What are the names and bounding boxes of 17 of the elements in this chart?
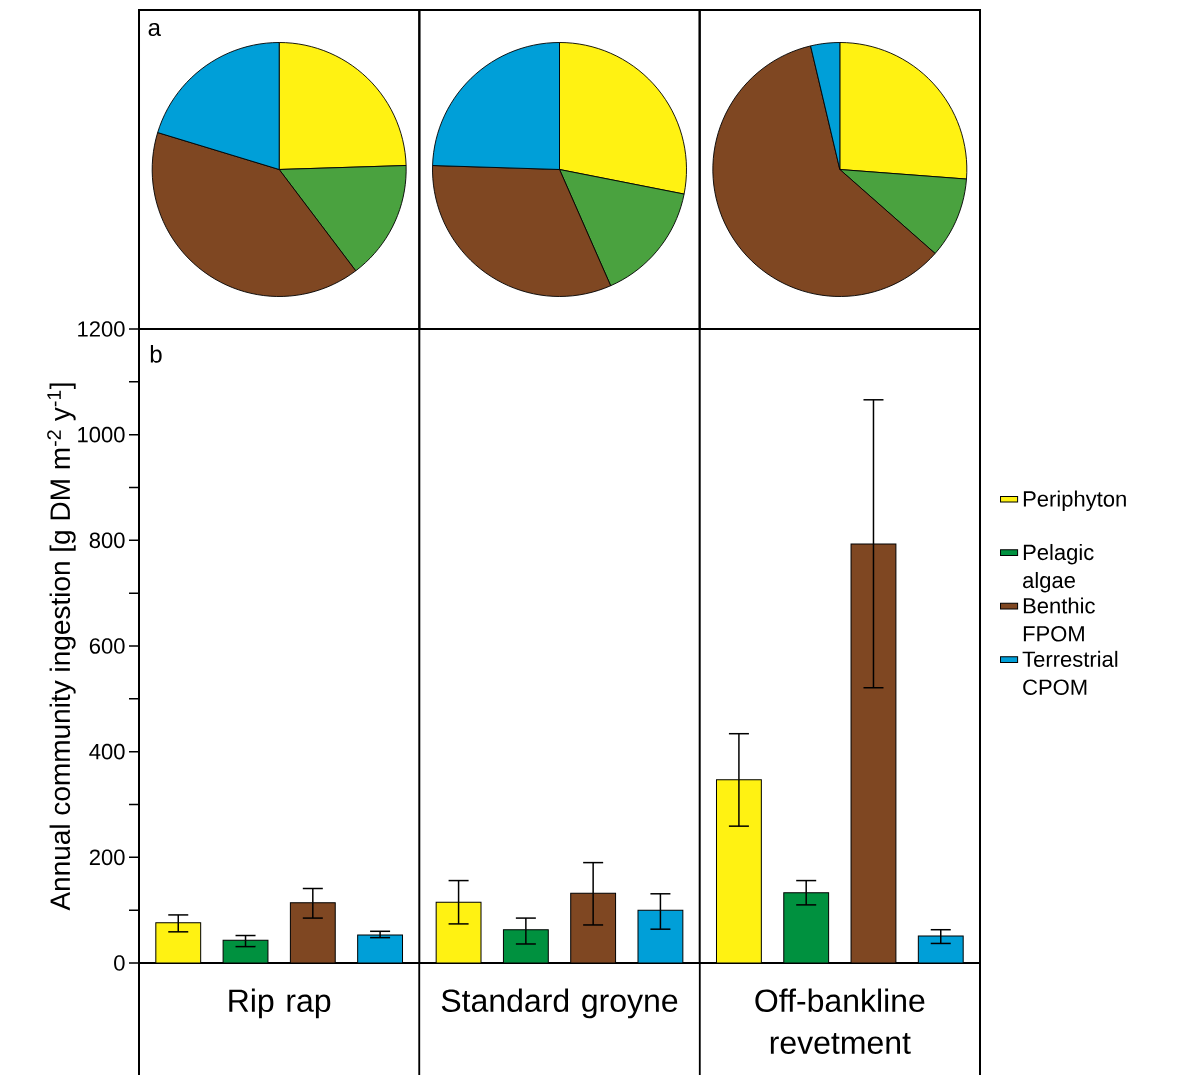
annotation: b (150, 345, 162, 363)
text: a (148, 22, 161, 37)
x-tick-label: Standard groyne (441, 988, 678, 1019)
y-tick-label: 600 (89, 638, 125, 654)
y-tick-label: 400 (89, 743, 125, 760)
x-tick-label: Off-bankline revetment (755, 988, 925, 1055)
y-tick-label: 0 (114, 955, 125, 971)
x-tick-label: Rip rap (229, 988, 331, 1019)
legend-label: Periphyton (1023, 490, 1126, 512)
y-axis-title: Annual community ingestion [g DM m$^{-2}$ y$^{-1}$] (47, 383, 76, 911)
legend-label: Pelagic algae (1023, 543, 1094, 593)
legend-label: Terrestrial CPOM (1022, 650, 1118, 696)
y-tick-label: 1000 (78, 426, 125, 443)
y-tick-label: 1200 (78, 321, 125, 337)
y-tick-label: 800 (89, 532, 125, 549)
legend-label: Benthic FPOM (1023, 597, 1095, 642)
y-tick-label: 200 (89, 849, 125, 866)
